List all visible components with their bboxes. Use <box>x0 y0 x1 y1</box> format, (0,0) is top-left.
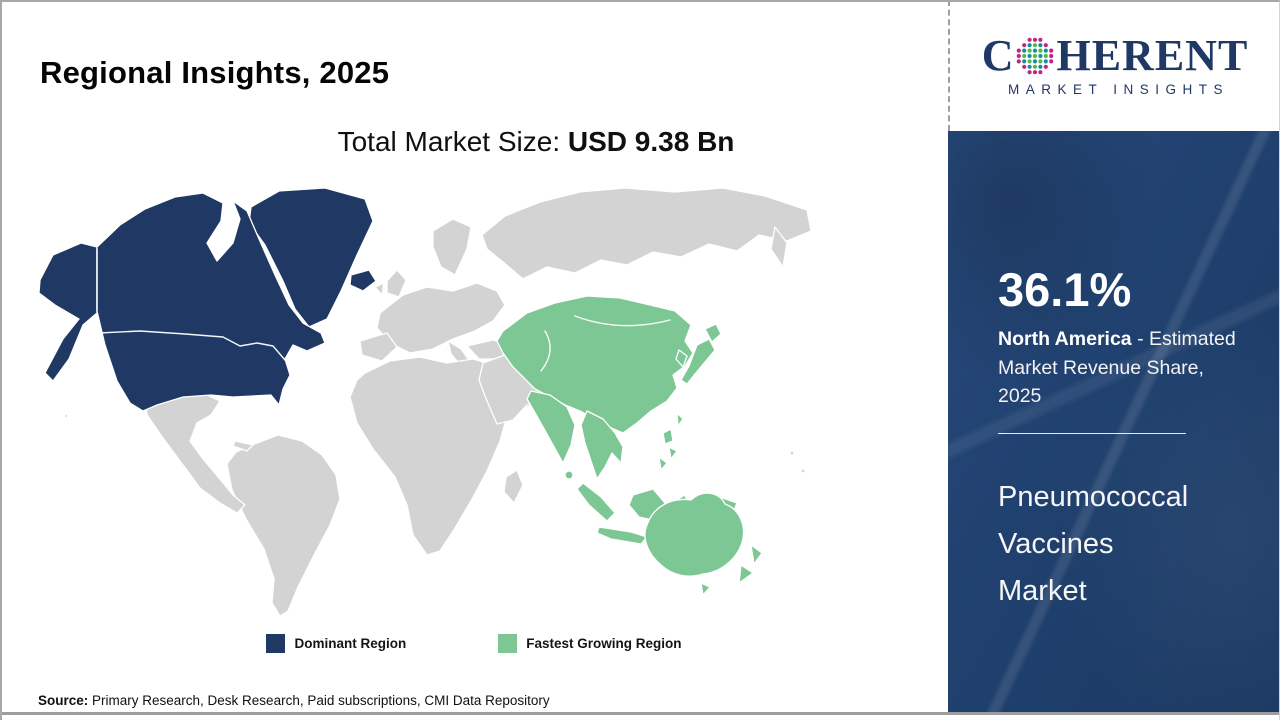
region-sumatra <box>576 482 616 522</box>
region-south-america <box>226 434 341 617</box>
region-hawaii <box>63 413 69 419</box>
region-australia <box>644 492 745 577</box>
region-china-central-asia <box>496 295 694 434</box>
share-region: North America <box>998 328 1132 350</box>
region-iceland <box>349 269 377 292</box>
divider-line <box>998 432 1186 434</box>
region-cuba <box>232 440 254 452</box>
region-hokkaido <box>704 323 722 343</box>
border-central-asia <box>540 330 551 372</box>
region-java <box>596 526 648 545</box>
region-pacific-island-1 <box>789 450 795 456</box>
region-madagascar <box>503 469 524 504</box>
logo-globe-icon <box>1017 37 1054 75</box>
source-text: Primary Research, Desk Research, Paid su… <box>88 693 550 708</box>
market-name-line-3: Market <box>998 574 1087 607</box>
share-value: 36.1% <box>998 263 1132 316</box>
region-scandinavia <box>432 218 472 276</box>
region-new-zealand-north <box>750 544 763 565</box>
region-greenland <box>248 187 374 328</box>
region-canada-usa <box>96 192 326 412</box>
market-name-line-1: Pneumococcal <box>998 480 1189 513</box>
region-sri-lanka <box>564 470 574 480</box>
brand-tagline: MARKET INSIGHTS <box>1007 82 1230 97</box>
region-russia <box>481 187 812 280</box>
share-description: North America - Estimated Market Revenue… <box>998 325 1252 411</box>
region-mexico-central-america <box>144 392 246 514</box>
region-philippines-2 <box>668 446 678 460</box>
brand-wordmark: C HERENT <box>982 34 1249 78</box>
brand-word-rest: HERENT <box>1056 31 1249 80</box>
legend-swatch-dominant-icon <box>266 634 286 653</box>
highlight-panel: 36.1% North America - Estimated Market R… <box>948 131 1280 712</box>
region-iberia <box>359 332 398 362</box>
region-honshu <box>680 338 716 385</box>
market-name: Pneumococcal Vaccines Market <box>998 474 1280 615</box>
world-map <box>35 183 815 620</box>
brand-logo-area: C HERENT MARKET INSIGHTS <box>948 0 1280 131</box>
highlight-panel-content: 36.1% North America - Estimated Market R… <box>948 131 1280 615</box>
border-usa-canada <box>98 330 286 361</box>
region-taiwan <box>676 412 684 427</box>
total-market-size-label: Total Market Size: <box>337 126 568 157</box>
total-market-size-value: USD 9.38 Bn <box>567 126 735 157</box>
regions-growing-asia-pacific <box>496 295 763 596</box>
region-philippines-3 <box>658 456 668 471</box>
legend-item-dominant: Dominant Region <box>266 634 406 653</box>
world-map-svg <box>38 187 812 617</box>
page-title: Regional Insights, 2025 <box>40 54 390 90</box>
bottom-border <box>0 712 1280 715</box>
legend-label-dominant: Dominant Region <box>294 636 407 651</box>
border-mongolia <box>574 315 671 327</box>
source-label: Source: <box>38 693 89 708</box>
region-tasmania <box>700 582 711 596</box>
legend-swatch-fastest-growing-icon <box>498 634 518 653</box>
share-desc-rest: - Estimated Market Revenue Share, 2025 <box>998 328 1236 408</box>
region-pacific-island-2 <box>800 468 806 474</box>
legend-label-fastest-growing: Fastest Growing Region <box>526 636 682 651</box>
legend: Dominant Region Fastest Growing Region <box>0 634 948 653</box>
region-india <box>526 390 576 464</box>
source-note: Source: Primary Research, Desk Research,… <box>38 693 550 708</box>
region-korea <box>675 349 688 368</box>
total-market-size: Total Market Size: USD 9.38 Bn <box>62 126 1010 158</box>
region-new-zealand-south <box>738 564 754 584</box>
regions-other <box>63 187 812 617</box>
region-ireland <box>374 282 385 296</box>
region-philippines-1 <box>662 428 674 445</box>
region-indochina <box>580 410 624 480</box>
region-uk <box>386 269 407 298</box>
brand-letter-c: C <box>981 31 1015 80</box>
legend-item-fastest-growing: Fastest Growing Region <box>498 634 682 653</box>
market-name-line-2: Vaccines <box>998 527 1114 560</box>
regions-dominant-north-america <box>38 187 377 412</box>
region-alaska <box>38 242 98 382</box>
region-kamchatka <box>770 226 788 268</box>
